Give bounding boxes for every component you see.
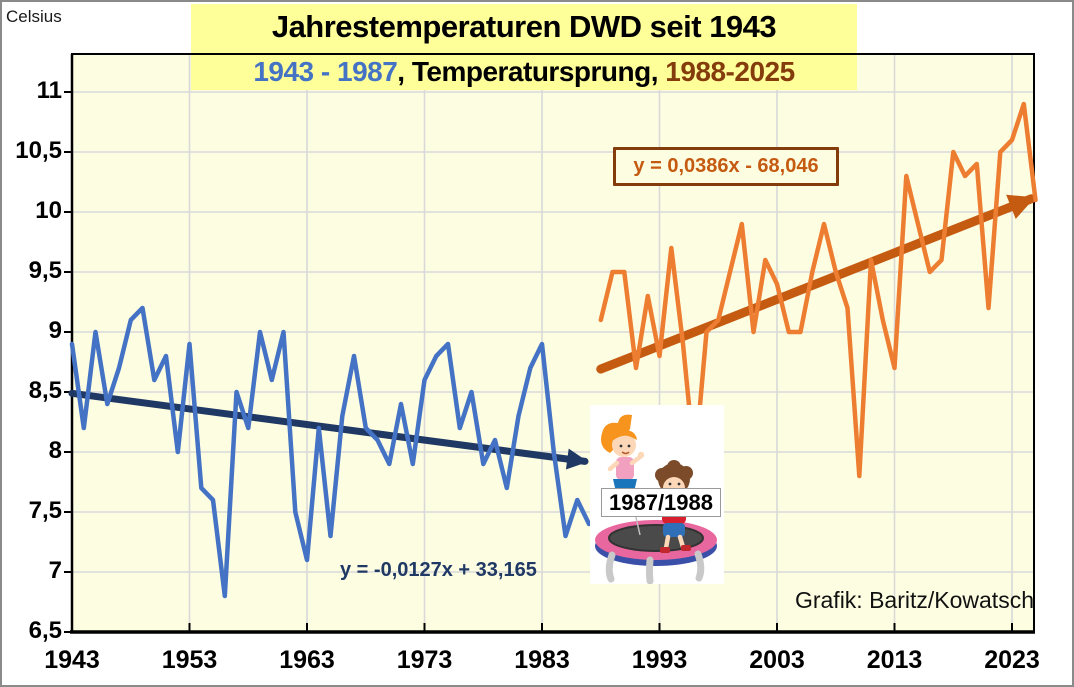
y-tick-label: 8,5 (28, 377, 62, 404)
y-tick-label: 8 (48, 437, 62, 464)
subtitle-segment: 1943 - 1987 (253, 56, 398, 87)
trend-equation-orange: y = 0,0386x - 68,046 (613, 147, 839, 186)
x-tick-label: 1953 (161, 646, 218, 674)
x-tick-label: 1973 (396, 646, 453, 674)
trampoline-icon (595, 512, 717, 585)
y-tick-label: 10 (35, 197, 62, 224)
x-tick-label: 1943 (44, 646, 100, 674)
title-box (191, 4, 857, 90)
x-tick-label: 2013 (866, 646, 923, 674)
subtitle-segment: , Temperatursprung, (397, 56, 666, 87)
y-axis-unit-label: Celsius (6, 7, 62, 26)
jump-illustration: 1987/1988 (590, 405, 724, 585)
trend-arrow-orange (596, 194, 1036, 374)
y-tick-label: 9 (48, 317, 62, 344)
y-tick-label: 6,5 (28, 617, 62, 644)
y-tick-label: 7 (48, 557, 62, 584)
x-tick-label: 1993 (631, 646, 688, 674)
x-tick-label: 2003 (749, 646, 805, 674)
subtitle-segment: 1988-2025 (665, 56, 795, 87)
x-tick-label: 2023 (984, 646, 1040, 674)
y-tick-label: 9,5 (28, 257, 62, 284)
chart-subtitle: 1943 - 1987, Temperatursprung, 1988-2025 (191, 56, 857, 88)
credit-label: Grafik: Baritz/Kowatsch (794, 587, 1034, 613)
orange-series-line (598, 101, 1038, 479)
y-tick-label: 11 (36, 77, 62, 104)
plot-area (72, 54, 1034, 632)
trend-equation-blue: y = -0,0127x + 33,165 (340, 559, 537, 581)
y-tick-label: 10,5 (15, 137, 62, 164)
x-tick-label: 1983 (514, 646, 570, 674)
jump-year-label: 1987/1988 (601, 488, 721, 517)
y-tick-label: 7,5 (28, 497, 62, 524)
chart-title: Jahrestemperaturen DWD seit 1943 (271, 9, 777, 44)
x-tick-label: 1963 (279, 646, 335, 674)
blue-series-line (69, 305, 592, 599)
